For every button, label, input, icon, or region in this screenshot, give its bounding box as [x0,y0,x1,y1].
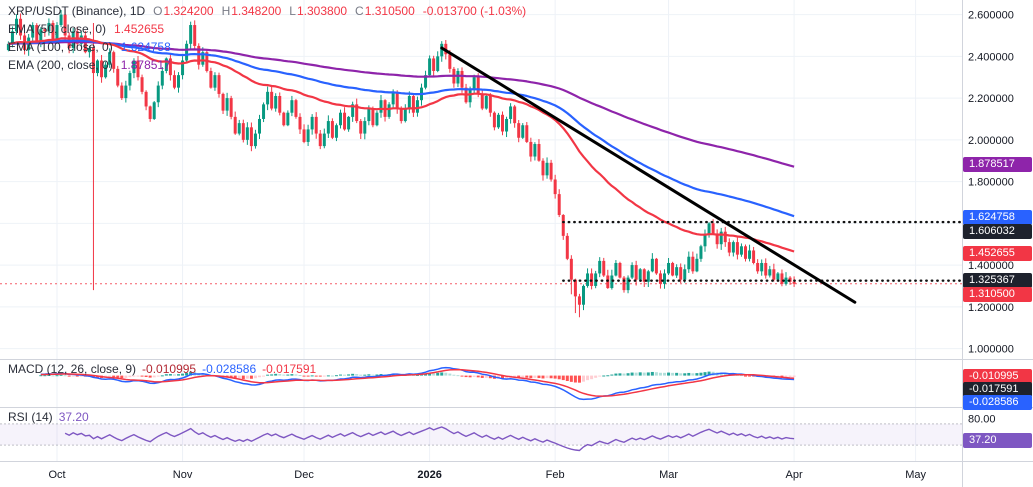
price-label-badge: 1.878517 [963,157,1032,173]
close-value: 1.310500 [364,4,415,18]
high-label: H [221,4,231,18]
rsi-legend[interactable]: RSI (14) 37.20 [8,410,89,424]
svg-text:80.00: 80.00 [968,414,996,426]
open-value: 1.324200 [163,4,214,18]
price-label-badge: 1.310500 [963,286,1032,302]
macd-line-value: -0.028586 [202,362,257,376]
svg-text:May: May [905,469,926,481]
price-label-badge: 1.624758 [963,210,1032,226]
svg-text:2.600000: 2.600000 [968,10,1014,22]
ema100-value: 1.624758 [120,40,171,54]
symbol-title: XRP/USDT (Binance), 1D [8,4,146,18]
price-label-badge: 1.452655 [963,246,1032,262]
ema50-label: EMA (50, close, 0) [8,22,107,36]
price-label-badge: 1.606032 [963,224,1032,240]
svg-text:Nov: Nov [173,469,193,481]
price-axis[interactable] [963,0,1033,462]
low-value: 1.303800 [296,4,348,18]
svg-text:2026: 2026 [417,469,441,481]
price-label-badge: 1.325367 [963,272,1032,288]
close-label: C [355,4,364,18]
macd-label-badge: -0.028586 [963,394,1032,410]
macd-label-badge: -0.010995 [963,368,1032,384]
ema50-legend[interactable]: EMA (50, close, 0) 1.452655 [8,22,164,36]
ema200-legend[interactable]: EMA (200, close, 0) 1.878517 [8,58,171,72]
svg-text:Feb: Feb [546,469,565,481]
svg-text:1.800000: 1.800000 [968,177,1014,189]
svg-text:2.200000: 2.200000 [968,93,1014,105]
ema100-label: EMA (100, close, 0) [8,40,113,54]
macd-label-badge: -0.017591 [963,381,1032,397]
macd-hist-value: -0.010995 [142,362,197,376]
svg-text:2.400000: 2.400000 [968,51,1014,63]
time-axis[interactable] [0,462,1033,487]
ema200-value: 1.878517 [120,58,171,72]
rsi-label: RSI (14) [8,410,53,424]
rsi-label-badge: 37.20 [963,433,1032,449]
svg-text:1.000000: 1.000000 [968,344,1014,356]
svg-text:Dec: Dec [294,469,314,481]
svg-text:1.400000: 1.400000 [968,260,1014,272]
svg-text:Oct: Oct [48,469,65,481]
macd-signal-value: -0.017591 [262,362,317,376]
ema200-label: EMA (200, close, 0) [8,58,113,72]
change-value: -0.013700 (-1.03%) [422,4,527,18]
rsi-value: 37.20 [58,410,89,424]
high-value: 1.348200 [231,4,282,18]
macd-label: MACD (12, 26, close, 9) [8,362,137,376]
low-label: L [289,4,296,18]
macd-legend[interactable]: MACD (12, 26, close, 9) -0.010995 -0.028… [8,362,316,376]
symbol-legend[interactable]: XRP/USDT (Binance), 1D O 1.324200 H 1.34… [8,4,526,18]
svg-text:2.000000: 2.000000 [968,135,1014,147]
svg-text:Apr: Apr [786,469,803,481]
open-label: O [153,4,163,18]
ema100-legend[interactable]: EMA (100, close, 0) 1.624758 [8,40,171,54]
svg-text:Mar: Mar [659,469,678,481]
ema50-value: 1.452655 [114,22,165,36]
svg-text:1.200000: 1.200000 [968,302,1014,314]
